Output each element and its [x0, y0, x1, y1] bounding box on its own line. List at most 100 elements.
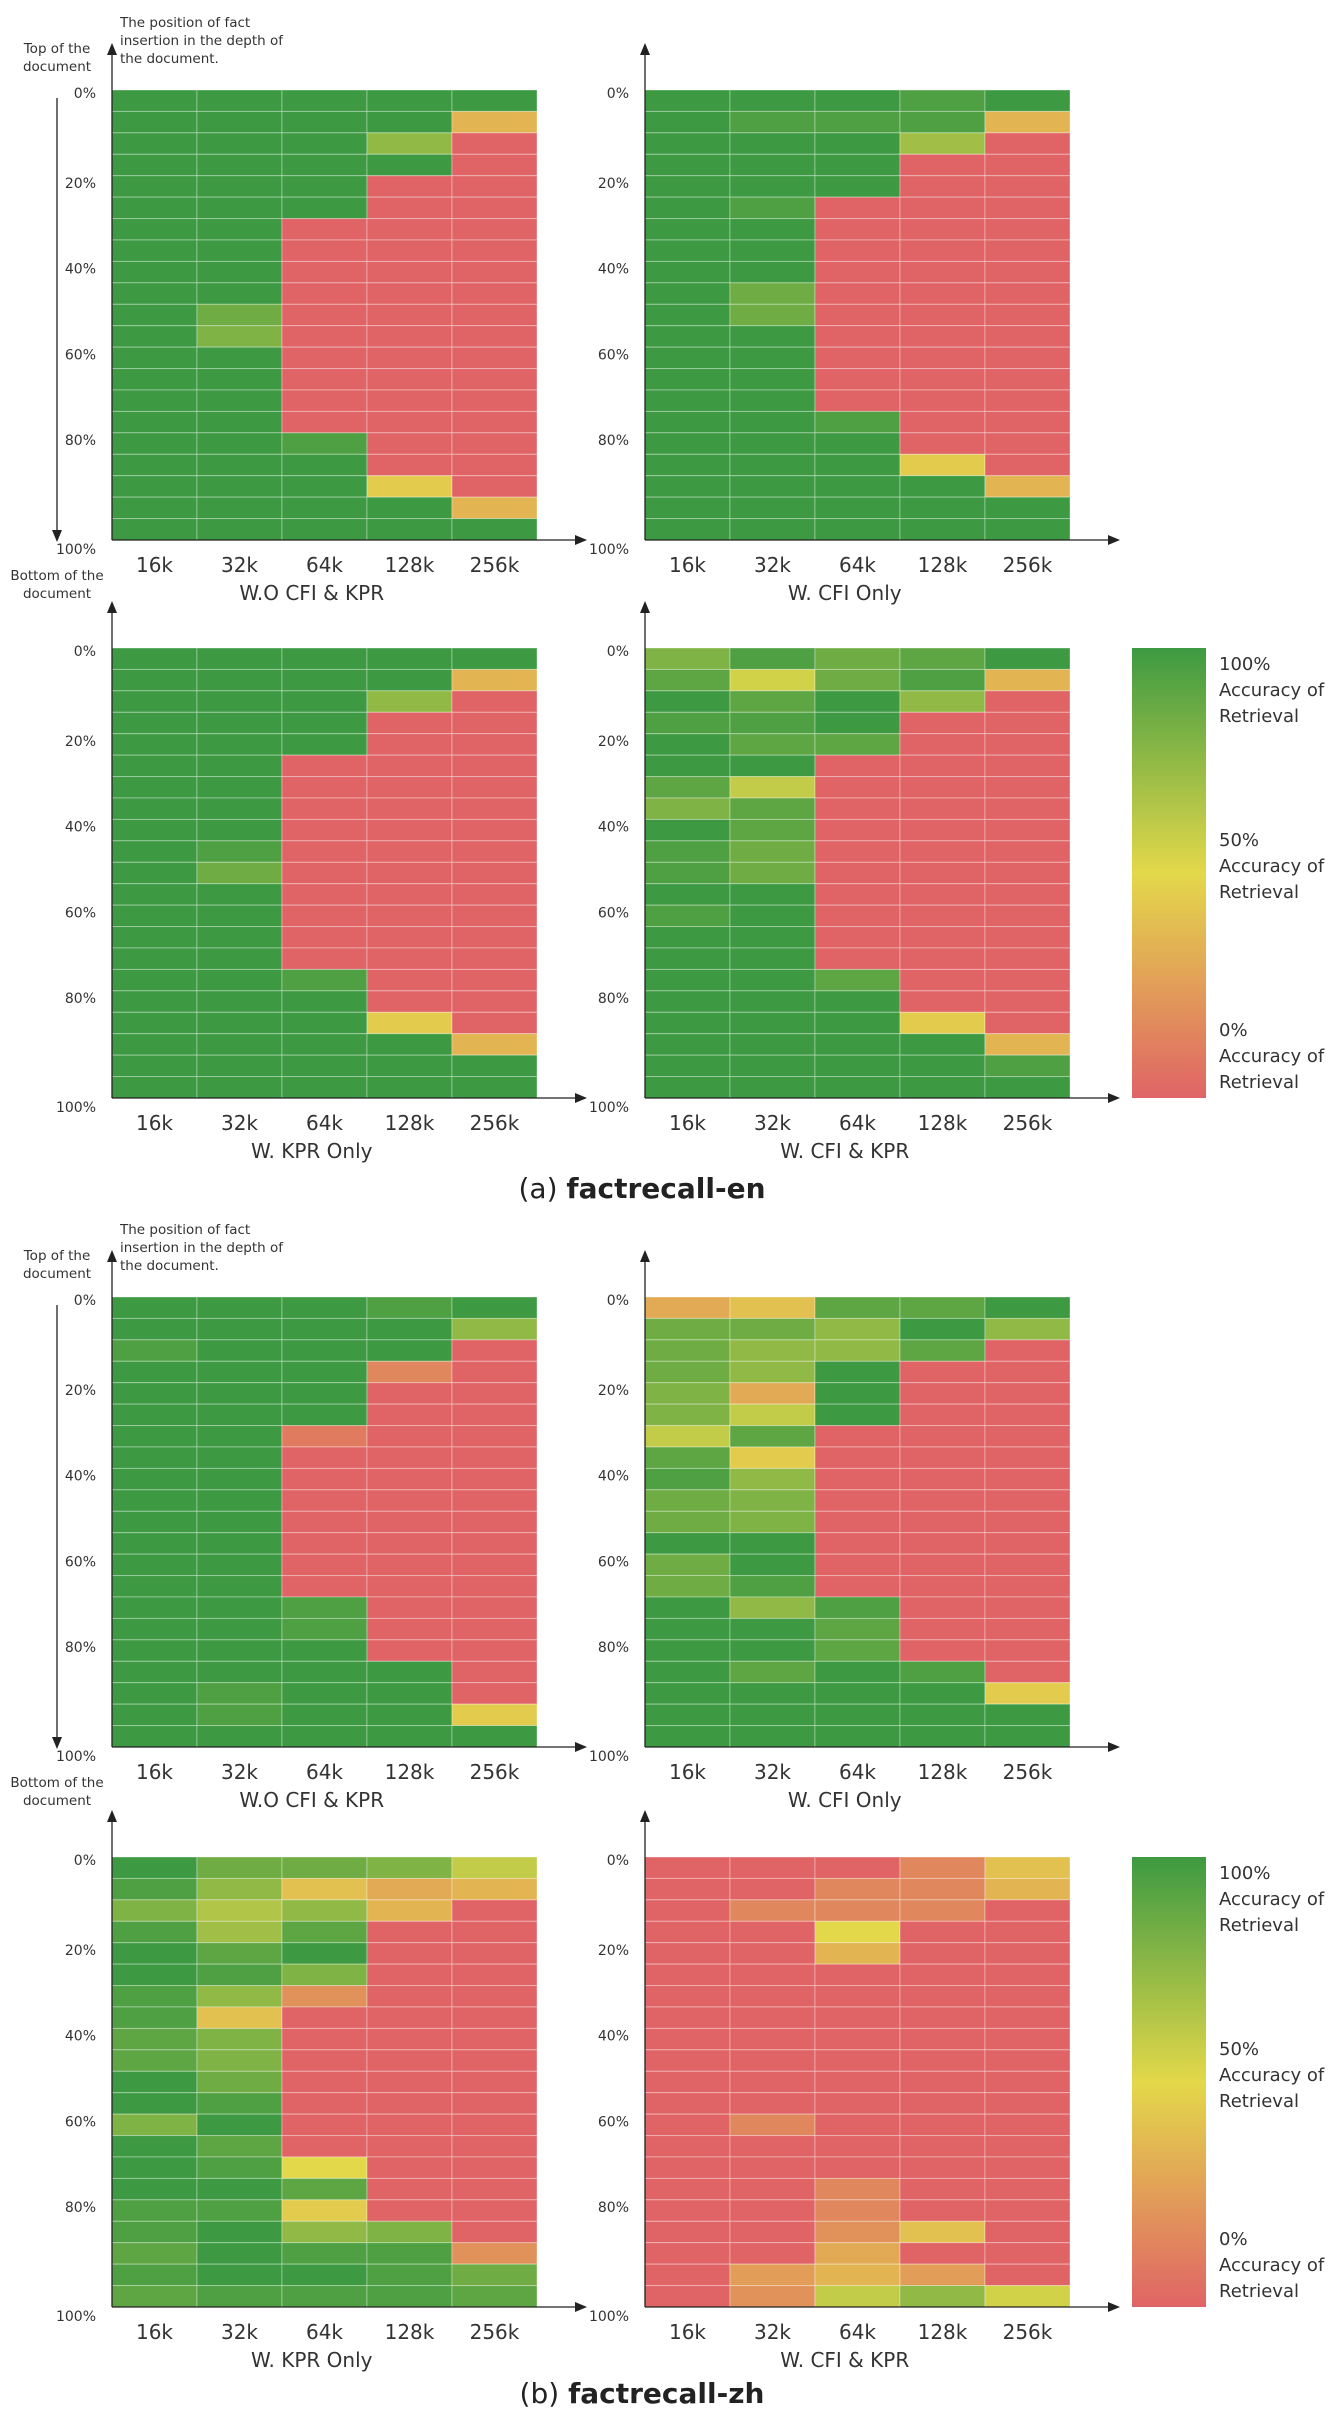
- heatmap-cell: [729, 904, 816, 928]
- heatmap-cell: [644, 1553, 731, 1577]
- heatmap-cell: [196, 776, 283, 799]
- heatmap-cell: [451, 1467, 538, 1491]
- y-tick-label: 60%: [598, 2114, 629, 2130]
- heatmap-cell: [899, 1054, 986, 1078]
- heatmap-cell: [729, 968, 816, 992]
- heatmap-cell: [196, 818, 283, 842]
- heatmap-cell: [899, 2285, 986, 2308]
- heatmap-cell: [729, 1682, 816, 1705]
- x-tick-label: 256k: [470, 1111, 520, 1135]
- heatmap-cell: [111, 2242, 198, 2265]
- heatmap-cell: [899, 1339, 986, 1362]
- heatmap-cell: [814, 1617, 901, 1641]
- heatmap-cell: [451, 1446, 538, 1469]
- heatmap-cell: [111, 282, 198, 305]
- heatmap-cell: [984, 926, 1071, 949]
- heatmap-cell: [451, 1942, 538, 1965]
- depth-annotation: Top of the document Bottom of the document T…: [10, 15, 284, 602]
- heatmap-cell: [281, 325, 368, 348]
- heatmap-cell: [451, 776, 538, 799]
- heatmap-cell: [451, 2092, 538, 2115]
- heatmap-cell: [111, 2113, 198, 2137]
- heatmap-cell: [899, 475, 986, 498]
- heatmap-cell: [984, 754, 1071, 778]
- heatmap-cell: [814, 2135, 901, 2158]
- heatmap-cell: [366, 2049, 453, 2072]
- heatmap-cell: [196, 389, 283, 412]
- heatmap-cell: [899, 1467, 986, 1491]
- heatmap-cell: [281, 2242, 368, 2265]
- heatmap-cell: [196, 2285, 283, 2308]
- heatmap-cell: [196, 2006, 283, 2029]
- heatmap-cell: [984, 1575, 1071, 1598]
- heatmap-cell: [451, 647, 538, 670]
- heatmap-cell: [196, 1703, 283, 1727]
- heatmap-cell: [281, 239, 368, 262]
- y-tick-label: 0%: [74, 1293, 96, 1309]
- x-axis-arrow: [1108, 1093, 1120, 1103]
- heatmap-cell: [644, 904, 731, 928]
- panel-x-label: W. CFI Only: [788, 1788, 902, 1812]
- subfigure-captions: (a) factrecall-en (b) factrecall-zh: [519, 1172, 766, 2410]
- heatmap-cell: [644, 218, 731, 241]
- heatmap-cell: [111, 325, 198, 348]
- heatmap-cell: [111, 518, 198, 541]
- heatmap-cell: [196, 1467, 283, 1491]
- panel-x-label: W.O CFI & KPR: [239, 581, 384, 605]
- heatmap-cell: [984, 1596, 1071, 1619]
- heatmap-cell: [366, 797, 453, 820]
- heatmap-cell: [644, 196, 731, 220]
- heatmap-cell: [644, 1532, 731, 1555]
- heatmap-cell: [644, 1403, 731, 1427]
- heatmap-cell: [644, 2177, 731, 2201]
- heatmap-cell: [644, 89, 731, 112]
- heatmap-cell: [451, 1856, 538, 1879]
- colorbar-gradient: [1132, 648, 1206, 1098]
- heatmap-cell: [281, 733, 368, 756]
- heatmap-cell: [729, 1575, 816, 1598]
- heatmap-panel-factrecall-en-w-cfi-only: 0% 20% 40% 60% 80% 100% 16k 32k 64k 128k 256k W. CF…: [589, 43, 1120, 605]
- heatmap-cell: [899, 432, 986, 455]
- heatmap-cell: [196, 475, 283, 498]
- heatmap-cell: [111, 904, 198, 928]
- heatmap-cell: [729, 861, 816, 885]
- heatmap-cell: [111, 1725, 198, 1748]
- heatmap-cell: [729, 1054, 816, 1078]
- heatmap-cell: [729, 1963, 816, 1987]
- heatmap-cell: [984, 89, 1071, 112]
- heatmap-cell: [281, 883, 368, 906]
- heatmap-cell: [984, 797, 1071, 820]
- y-axis-arrow: [107, 43, 117, 55]
- heatmap-cell: [729, 711, 816, 735]
- heatmap-cell: [729, 1489, 816, 1512]
- heatmap-cell: [899, 1446, 986, 1469]
- heatmap-cell: [366, 818, 453, 842]
- heatmap-cell: [899, 110, 986, 134]
- heatmap-cell: [451, 175, 538, 198]
- heatmap-cell: [366, 1317, 453, 1341]
- heatmap-cell: [984, 690, 1071, 713]
- heatmap-cell: [281, 1532, 368, 1555]
- heatmap-cell: [899, 797, 986, 820]
- x-tick-label: 256k: [1003, 1760, 1053, 1784]
- heatmap-cell: [366, 840, 453, 863]
- heatmap-cell: [366, 1725, 453, 1748]
- y-tick-label: 60%: [598, 1554, 629, 1570]
- heatmap-cell: [111, 1489, 198, 1512]
- heatmap-cell: [729, 89, 816, 112]
- heatmap-cell: [644, 2006, 731, 2029]
- heatmap-cell: [451, 389, 538, 412]
- heatmap-cell: [729, 1596, 816, 1619]
- x-tick-label: 32k: [221, 2320, 258, 2344]
- heatmap-cell: [984, 1725, 1071, 1748]
- heatmap-cell: [899, 1639, 986, 1662]
- heatmap-cell: [814, 1899, 901, 1922]
- heatmap-cell: [644, 2070, 731, 2094]
- heatmap-cell: [451, 153, 538, 177]
- heatmap-cell: [366, 432, 453, 455]
- heatmap-cell: [281, 2092, 368, 2115]
- heatmap-cell: [451, 2027, 538, 2051]
- heatmap-cell: [899, 1617, 986, 1641]
- y-tick-label: 100%: [589, 542, 629, 558]
- heatmap-cell: [899, 1425, 986, 1448]
